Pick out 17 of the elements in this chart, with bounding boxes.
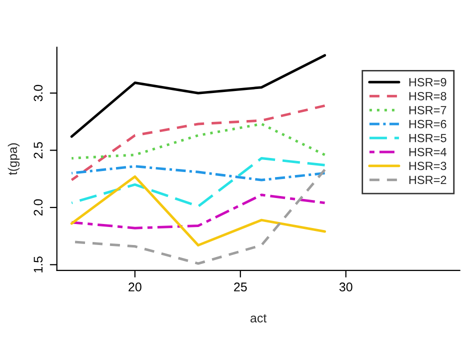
y-axis-title: t(gpa)	[8, 143, 20, 175]
legend-label: HSR=8	[409, 92, 446, 100]
x-tick-label: 20	[128, 282, 142, 292]
y-tick-label: 2.0	[34, 199, 43, 216]
legend-label: HSR=3	[409, 162, 446, 170]
legend-label: HSR=6	[409, 120, 446, 128]
legend-label: HSR=7	[409, 106, 446, 114]
legend-label: HSR=2	[409, 176, 446, 184]
x-axis-title: act	[250, 314, 267, 322]
y-tick-label: 2.5	[34, 142, 43, 158]
legend-label: HSR=5	[409, 134, 446, 142]
legend-label: HSR=4	[409, 148, 446, 156]
y-tick-label: 3.0	[34, 84, 43, 102]
x-tick-label: 25	[234, 282, 247, 292]
y-tick-label: 1.5	[34, 256, 43, 272]
legend-label: HSR=9	[409, 78, 446, 86]
x-tick-label: 30	[339, 282, 352, 292]
